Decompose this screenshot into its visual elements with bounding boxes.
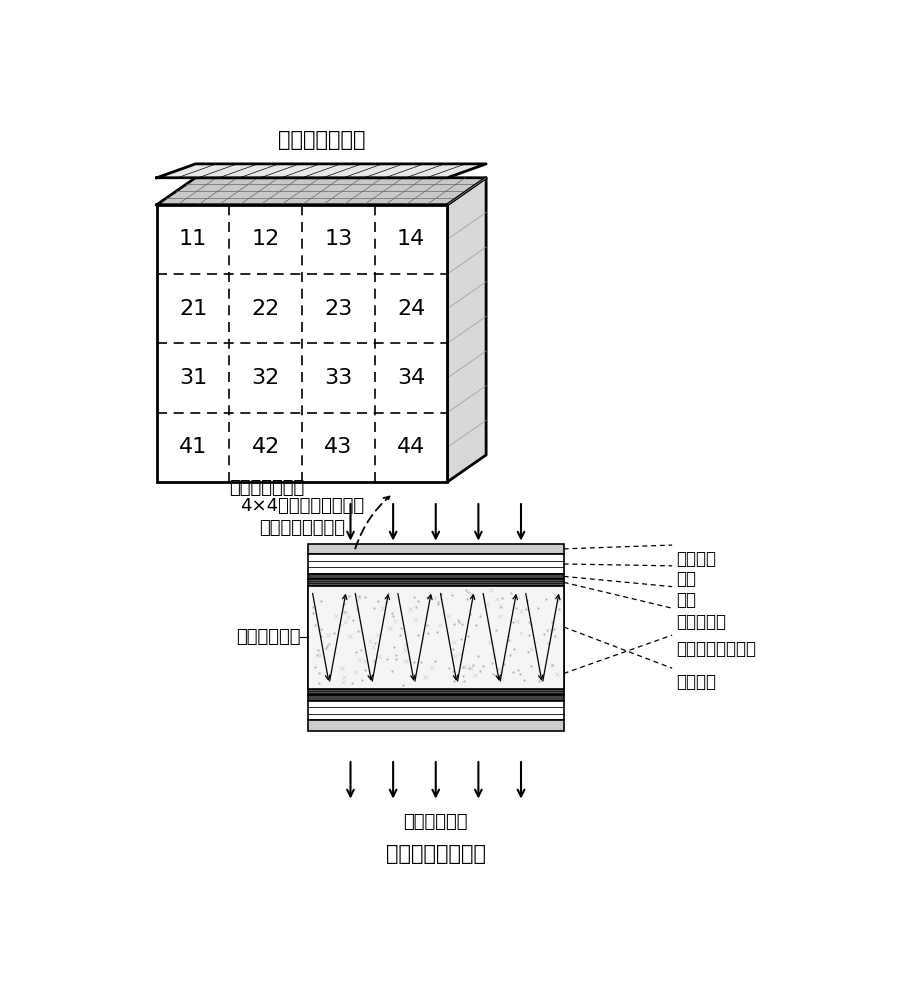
Text: 多级次反射光: 多级次反射光 bbox=[236, 628, 300, 646]
Text: 11: 11 bbox=[179, 229, 207, 249]
Text: 面阵红外探测器: 面阵红外探测器 bbox=[278, 130, 365, 150]
Text: 高反射膜系: 高反射膜系 bbox=[676, 613, 726, 631]
Text: 24: 24 bbox=[397, 299, 425, 319]
Text: 43: 43 bbox=[324, 437, 352, 457]
Text: 谱红外透射光: 谱红外透射光 bbox=[404, 813, 468, 831]
Text: 13: 13 bbox=[324, 229, 352, 249]
Text: 加电液晶波谱结构: 加电液晶波谱结构 bbox=[259, 519, 345, 537]
Bar bbox=[308, 579, 563, 586]
Text: 31: 31 bbox=[179, 368, 207, 388]
Text: 液晶初始定向结构: 液晶初始定向结构 bbox=[676, 640, 756, 658]
Bar bbox=[308, 554, 563, 574]
Bar bbox=[308, 720, 563, 731]
Bar bbox=[308, 701, 563, 720]
Text: 41: 41 bbox=[179, 437, 207, 457]
Bar bbox=[308, 574, 563, 579]
Text: 液晶材料: 液晶材料 bbox=[676, 673, 716, 691]
Text: 4×4分区的可寻址独立: 4×4分区的可寻址独立 bbox=[240, 497, 364, 515]
Bar bbox=[157, 205, 447, 482]
Text: 21: 21 bbox=[179, 299, 207, 319]
Polygon shape bbox=[447, 178, 486, 482]
Text: 32: 32 bbox=[252, 368, 280, 388]
Bar bbox=[308, 586, 563, 689]
Text: 14: 14 bbox=[397, 229, 425, 249]
Text: 12: 12 bbox=[252, 229, 280, 249]
Text: 22: 22 bbox=[252, 299, 280, 319]
Bar bbox=[308, 695, 563, 701]
Text: 34: 34 bbox=[397, 368, 425, 388]
Text: 增透膜系: 增透膜系 bbox=[676, 550, 716, 568]
Text: 多谱红外入射光: 多谱红外入射光 bbox=[229, 479, 304, 497]
Bar bbox=[308, 586, 563, 689]
Polygon shape bbox=[157, 164, 486, 178]
Text: 42: 42 bbox=[252, 437, 280, 457]
Text: 电极: 电极 bbox=[676, 591, 696, 609]
Text: 23: 23 bbox=[324, 299, 352, 319]
Polygon shape bbox=[157, 178, 486, 205]
Bar bbox=[308, 689, 563, 695]
Text: 基片: 基片 bbox=[676, 570, 696, 588]
Bar bbox=[308, 544, 563, 554]
Text: 波谱液晶结构单元: 波谱液晶结构单元 bbox=[386, 844, 486, 864]
Text: 44: 44 bbox=[397, 437, 425, 457]
Text: 33: 33 bbox=[324, 368, 352, 388]
